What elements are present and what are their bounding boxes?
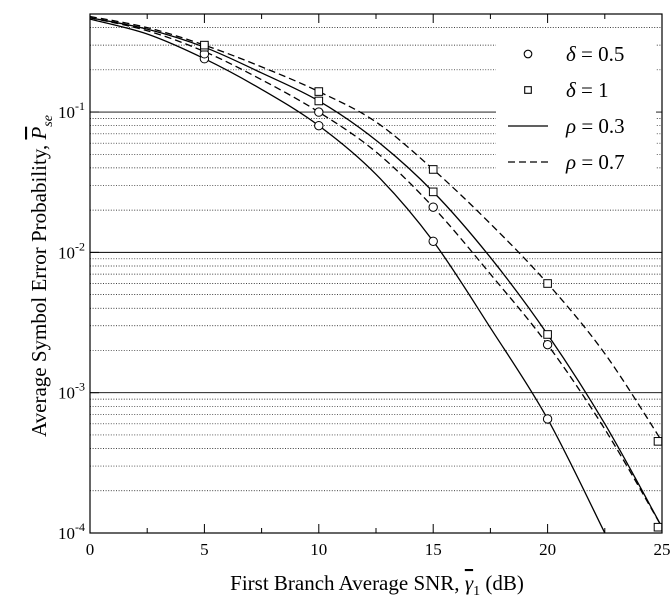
data-markers bbox=[199, 40, 663, 532]
y-tick-label: 10-1 bbox=[58, 99, 85, 122]
y-tick-base: 10 bbox=[58, 384, 75, 403]
data-point-circle bbox=[542, 414, 553, 424]
series-line-4 bbox=[90, 15, 662, 442]
data-point-circle bbox=[542, 339, 553, 350]
y-tick-label: 10-3 bbox=[58, 380, 85, 403]
x-tick-label: 20 bbox=[539, 540, 556, 559]
x-axis-title-subscript: 1 bbox=[473, 584, 480, 597]
x-tick-label: 25 bbox=[654, 540, 671, 559]
data-point-circle bbox=[428, 202, 438, 212]
legend-label: ρ = 0.3 bbox=[565, 114, 625, 138]
legend: δ = 0.5 δ = 1 ρ = 0.3 ρ = 0.7 bbox=[496, 36, 656, 176]
y-tick-label: 10-2 bbox=[58, 239, 85, 262]
legend-label: ρ = 0.7 bbox=[565, 150, 625, 174]
y-axis-title-main: Average Symbol Error Probability, bbox=[27, 140, 51, 437]
y-tick-exponent: -1 bbox=[75, 99, 85, 113]
data-point-square bbox=[653, 522, 663, 532]
data-point-square bbox=[314, 87, 324, 96]
x-axis-title-symbol: γ bbox=[465, 571, 474, 595]
legend-circle-icon bbox=[523, 49, 533, 59]
series-line-1 bbox=[90, 18, 606, 533]
y-axis-title-symbol: P bbox=[27, 127, 51, 141]
y-tick-exponent: -4 bbox=[75, 520, 85, 534]
y-tick-base: 10 bbox=[58, 243, 75, 262]
y-tick-exponent: -2 bbox=[75, 239, 85, 253]
data-point-circle bbox=[428, 236, 438, 246]
y-tick-label: 10-4 bbox=[58, 520, 85, 543]
x-tick-label: 15 bbox=[425, 540, 442, 559]
data-point-square bbox=[314, 96, 324, 106]
y-tick-base: 10 bbox=[58, 524, 75, 543]
y-tick-base: 10 bbox=[58, 103, 75, 122]
y-axis-title: Average Symbol Error Probability, Pse bbox=[27, 115, 56, 437]
data-point-square bbox=[428, 187, 438, 197]
x-tick-label: 5 bbox=[200, 540, 209, 559]
series-line-2 bbox=[90, 17, 662, 528]
x-axis-title-main: First Branch Average SNR, bbox=[230, 571, 465, 595]
legend-label: δ = 1 bbox=[566, 78, 609, 102]
x-tick-label: 10 bbox=[310, 540, 327, 559]
x-axis-title-unit: (dB) bbox=[480, 571, 524, 595]
x-tick-label: 0 bbox=[86, 540, 95, 559]
data-point-square bbox=[653, 437, 663, 446]
data-point-square bbox=[200, 40, 209, 50]
data-point-circle bbox=[314, 120, 324, 131]
y-tick-exponent: -3 bbox=[75, 380, 85, 394]
legend-label: δ = 0.5 bbox=[566, 42, 624, 66]
x-axis-title: First Branch Average SNR, γ1 (dB) bbox=[230, 571, 524, 597]
data-point-square bbox=[428, 165, 438, 174]
y-axis-title-subscript: se bbox=[41, 115, 56, 127]
legend-background bbox=[496, 36, 656, 176]
data-point-circle bbox=[314, 107, 324, 117]
data-point-square bbox=[543, 279, 552, 288]
legend-square-icon bbox=[524, 86, 532, 94]
data-point-square bbox=[543, 330, 552, 339]
